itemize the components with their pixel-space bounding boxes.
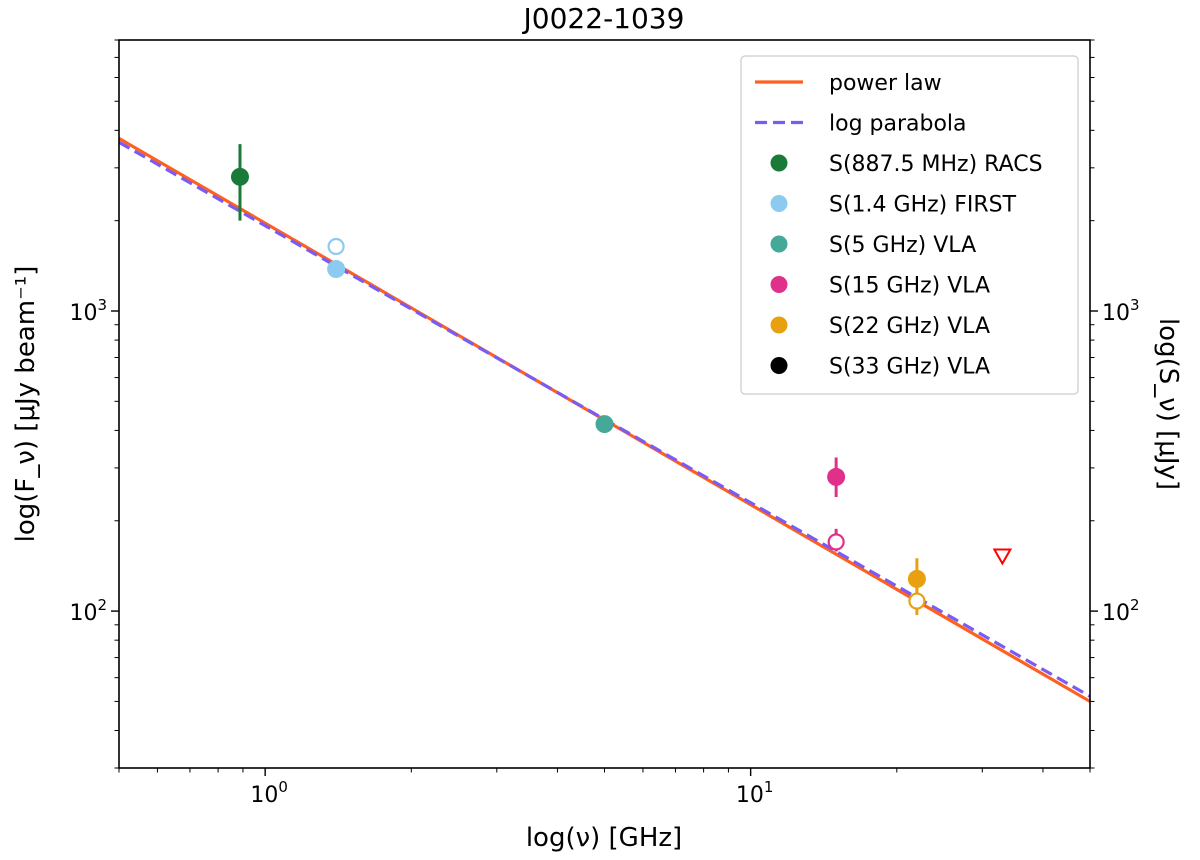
legend-swatch-marker [770, 154, 788, 172]
legend-label: S(33 GHz) VLA [829, 355, 990, 380]
data-point [595, 415, 614, 434]
upper-limit-marker [992, 548, 1013, 566]
data-point [327, 260, 346, 279]
legend-label: S(22 GHz) VLA [829, 314, 990, 339]
chart-title: J0022-1039 [522, 2, 685, 35]
x-tick-label: 101 [736, 778, 774, 808]
y-axis-label-left: log(F_ν) [μJy beam⁻¹] [11, 266, 41, 543]
legend: power law log parabola S(887.5 MHz) RACS S(… [740, 55, 1079, 395]
x-axis-label: log(ν) [GHz] [526, 823, 682, 853]
plot-area [119, 137, 1090, 703]
y-tick-label-right: 103 [1102, 296, 1140, 326]
legend-swatch-marker [770, 276, 788, 293]
legend-swatch-marker [770, 316, 788, 334]
data-point-open [327, 237, 345, 256]
y-axis-label-right: log(S_ν) [μJy] [1153, 318, 1183, 490]
legend-label: S(887.5 MHz) RACS [829, 152, 1043, 177]
y-tick-label-right: 102 [1102, 596, 1140, 626]
legend-label: log parabola [829, 112, 967, 137]
plot-marks [119, 137, 1090, 703]
y-tick-label-left: 102 [69, 596, 107, 626]
axis-ticks: 100 101 102 102 103 103 [69, 39, 1140, 808]
legend-label: S(1.4 GHz) FIRST [829, 193, 1017, 218]
legend-swatch-marker [770, 235, 788, 253]
data-point-open [827, 533, 845, 551]
legend-swatch-marker [770, 357, 788, 374]
y-tick-label-left: 103 [69, 296, 107, 326]
data-point [230, 167, 249, 186]
legend-label: S(5 GHz) VLA [829, 233, 976, 258]
x-tick-label: 100 [250, 778, 288, 808]
legend-swatch-marker [770, 195, 788, 212]
legend-box [740, 55, 1079, 395]
legend-label: power law [829, 71, 942, 96]
data-point-open [908, 592, 926, 610]
data-point [827, 467, 846, 486]
legend-label: S(15 GHz) VLA [829, 274, 990, 299]
data-point [907, 569, 926, 588]
